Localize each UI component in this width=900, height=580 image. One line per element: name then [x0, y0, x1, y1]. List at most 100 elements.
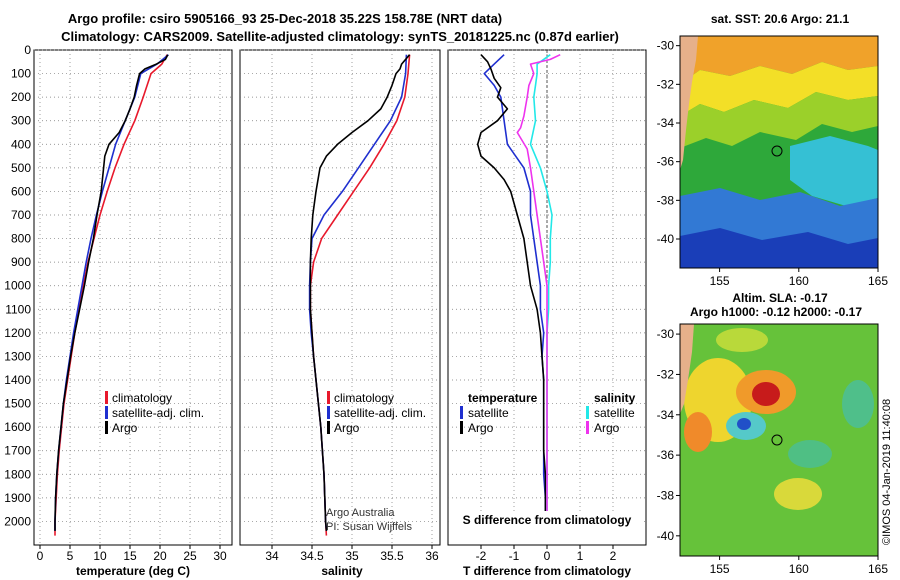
legend-label-t-argo: Argo [468, 421, 494, 435]
x-tick-label: 20 [153, 549, 167, 563]
y-tick-label: 1300 [4, 349, 31, 363]
series-line-s-argo [516, 53, 561, 531]
y-tick-label: 1500 [4, 397, 31, 411]
x-tick-label: 30 [213, 549, 227, 563]
legend-swatch-climatology [327, 391, 330, 404]
x-tick-label: 10 [93, 549, 107, 563]
legend-swatch-argo [327, 421, 330, 434]
sst-map-frame [679, 35, 879, 269]
sla-blue-eddy-core [737, 418, 751, 430]
sst-deep-blue-zone [680, 228, 878, 268]
legend-label-argo: Argo [334, 421, 360, 435]
x-tick-label: 0 [544, 549, 551, 563]
map-y-tick-label: -40 [657, 232, 675, 246]
legend-label-s-satellite: satellite [594, 406, 635, 420]
imos-timestamp: ©IMOS 04-Jan-2019 11:40:08 [881, 399, 893, 545]
x-tick-label: 0 [37, 549, 44, 563]
y-tick-label: 1200 [4, 326, 31, 340]
map-x-tick-label: 165 [868, 562, 888, 576]
y-tick-label: 700 [11, 208, 31, 222]
map-y-tick-label: -38 [657, 193, 675, 207]
legend-swatch-argo [105, 421, 108, 434]
map-x-tick-label: 155 [710, 562, 730, 576]
sla-map-title: Altim. SLA: -0.17 [732, 291, 828, 305]
map-y-tick-label: -34 [657, 116, 675, 130]
salinity-panel: 34 34.5 35 35.5 36 salinity climatology sate… [239, 49, 441, 578]
salinity-legend: climatology satellite-adj. clim. Argo [327, 391, 426, 435]
map-y-tick-label: -36 [657, 155, 675, 169]
series-line-t-argo [476, 54, 547, 531]
credit-line-1: Argo Australia [326, 507, 395, 519]
sla-orange-patch-west [684, 412, 712, 452]
t-difference-axis-label: T difference from climatology [463, 564, 631, 578]
legend-swatch-s-satellite [586, 406, 589, 419]
legend-label-satellite: satellite-adj. clim. [112, 406, 204, 420]
y-tick-label: 2000 [4, 514, 31, 528]
sla-yellow-patch-south [774, 478, 822, 510]
map-x-tick-label: 160 [789, 274, 809, 288]
sla-map-subtitle: Argo h1000: -0.12 h2000: -0.17 [690, 305, 862, 319]
map-x-tick-label: 155 [710, 274, 730, 288]
y-tick-label: 1600 [4, 420, 31, 434]
sla-land [680, 324, 694, 414]
x-tick-label: 15 [123, 549, 137, 563]
legend-label-climatology: climatology [112, 391, 172, 405]
sla-teal-patch [788, 440, 832, 468]
legend-label-climatology: climatology [334, 391, 394, 405]
legend-swatch-climatology [105, 391, 108, 404]
sst-argo-location-marker [771, 145, 783, 157]
x-tick-label: 35 [345, 549, 359, 563]
x-tick-label: 2 [610, 549, 617, 563]
x-tick-label: 25 [183, 549, 197, 563]
temperature-legend: climatology satellite-adj. clim. Argo [105, 391, 204, 435]
y-tick-label: 1000 [4, 279, 31, 293]
sla-argo-location-marker [771, 434, 783, 446]
y-tick-label: 1400 [4, 373, 31, 387]
temperature-panel: 0 5 10 15 20 25 30 0 100 200 300 400 500 600 700 800 90… [4, 43, 233, 578]
sst-map-title: sat. SST: 20.6 Argo: 21.1 [711, 12, 850, 26]
temperature-x-axis-label: temperature (deg C) [76, 564, 190, 578]
sst-field [680, 36, 878, 268]
legend-label-t-satellite: satellite [468, 406, 509, 420]
y-tick-label: 1700 [4, 444, 31, 458]
sst-yellow-green-band [680, 92, 878, 148]
legend-swatch-satellite [327, 406, 330, 419]
sla-map-frame [679, 323, 879, 557]
sst-map-panel: sat. SST: 20.6 Argo: 21.1 155 160 165 -30 -… [657, 12, 889, 288]
map-y-tick-label: -32 [657, 367, 675, 381]
legend-title-salinity: salinity [594, 391, 636, 405]
salinity-x-axis-label: salinity [321, 564, 363, 578]
y-tick-label: 600 [11, 184, 31, 198]
map-y-tick-label: -36 [657, 448, 675, 462]
figure-title-line-1: Argo profile: csiro 5905166_93 25-Dec-20… [68, 11, 502, 26]
map-y-tick-label: -32 [657, 77, 675, 91]
x-tick-label: 34.5 [300, 549, 324, 563]
credit-line-2: PI: Susan Wijffels [326, 521, 412, 533]
sla-map-panel: Altim. SLA: -0.17 Argo h1000: -0.12 h200… [657, 291, 889, 576]
map-x-tick-label: 165 [868, 274, 888, 288]
legend-label-satellite: satellite-adj. clim. [334, 406, 426, 420]
x-tick-label: 35.5 [380, 549, 404, 563]
temperature-plot-frame [33, 49, 233, 546]
legend-label-s-argo: Argo [594, 421, 620, 435]
figure-title-line-2: Climatology: CARS2009. Satellite-adjuste… [61, 29, 619, 44]
legend-swatch-s-argo [586, 421, 589, 434]
x-tick-label: 34 [265, 549, 279, 563]
y-tick-label: 200 [11, 90, 31, 104]
map-y-tick-label: -38 [657, 488, 675, 502]
y-tick-label: 300 [11, 114, 31, 128]
map-y-tick-label: -30 [657, 39, 675, 53]
legend-swatch-t-satellite [460, 406, 463, 419]
salinity-plot-frame [239, 49, 441, 546]
map-y-tick-label: -34 [657, 408, 675, 422]
legend-label-argo: Argo [112, 421, 138, 435]
x-tick-label: -2 [476, 549, 487, 563]
legend-swatch-t-argo [460, 421, 463, 434]
y-tick-label: 1100 [5, 302, 31, 316]
y-tick-label: 1800 [4, 467, 31, 481]
sla-field [680, 324, 874, 510]
map-x-tick-label: 160 [789, 562, 809, 576]
series-line-argo [309, 54, 411, 531]
